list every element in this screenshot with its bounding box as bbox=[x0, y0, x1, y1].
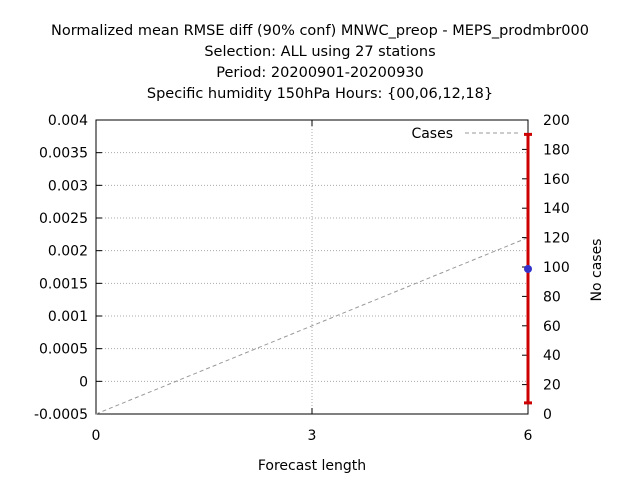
title-line: Period: 20200901-20200930 bbox=[216, 65, 424, 81]
series-line-cases bbox=[95, 237, 529, 415]
y-tick-label: 0.0025 bbox=[39, 211, 88, 227]
legend: Cases bbox=[411, 126, 519, 142]
grid bbox=[96, 120, 528, 414]
y-tick-label: 0.0015 bbox=[39, 276, 88, 292]
y2-tick-label: 200 bbox=[543, 113, 570, 129]
y-tick-label: 0.002 bbox=[48, 244, 88, 260]
x-tick-label: 6 bbox=[524, 428, 533, 444]
y-tick-label: 0.0005 bbox=[39, 342, 88, 358]
y2-tick-label: 20 bbox=[543, 378, 561, 394]
chart-title: Normalized mean RMSE diff (90% conf) MNW… bbox=[51, 23, 589, 102]
y-tick-label: 0 bbox=[79, 374, 88, 390]
x-tick-label: 3 bbox=[308, 428, 317, 444]
y2-axis-label: No cases bbox=[589, 239, 605, 302]
data-point bbox=[524, 264, 532, 273]
series bbox=[95, 132, 532, 415]
y2-tick-label: 140 bbox=[543, 201, 570, 217]
y2-tick-label: 0 bbox=[543, 407, 552, 423]
y2-tick-label: 40 bbox=[543, 348, 561, 364]
y-tick-label: 0.001 bbox=[48, 309, 88, 325]
x-tick-label: 0 bbox=[92, 428, 101, 444]
x-axis-label: Forecast length bbox=[258, 458, 366, 474]
y2-tick-label: 100 bbox=[543, 260, 570, 276]
title-line: Normalized mean RMSE diff (90% conf) MNW… bbox=[51, 23, 589, 39]
y2-tick-label: 60 bbox=[543, 319, 561, 335]
y-axis-ticks: 0.004 0.0035 0.003 0.0025 0.002 0.0015 0.001 0.… bbox=[34, 113, 102, 423]
y2-tick-label: 180 bbox=[543, 142, 570, 158]
legend-label-cases: Cases bbox=[411, 126, 453, 142]
y-tick-label: -0.0005 bbox=[34, 407, 88, 423]
y2-tick-label: 80 bbox=[543, 289, 561, 305]
title-line: Selection: ALL using 27 stations bbox=[204, 44, 435, 60]
y2-tick-label: 120 bbox=[543, 231, 570, 247]
y-tick-label: 0.004 bbox=[48, 113, 88, 129]
title-line: Specific humidity 150hPa Hours: {00,06,1… bbox=[147, 86, 493, 102]
x-axis-ticks: 0 3 6 bbox=[92, 120, 533, 444]
y-tick-label: 0.003 bbox=[48, 178, 88, 194]
y-tick-label: 0.0035 bbox=[39, 146, 88, 162]
y2-tick-label: 160 bbox=[543, 172, 570, 188]
